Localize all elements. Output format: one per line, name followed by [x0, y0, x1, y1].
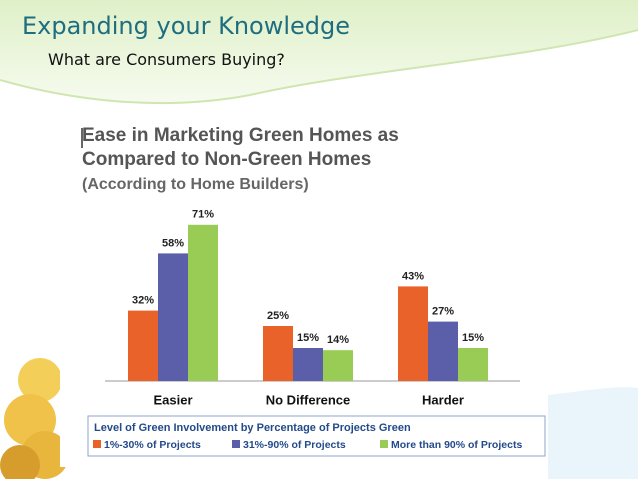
slide-title: Expanding your Knowledge [22, 12, 351, 40]
legend-box [87, 415, 546, 457]
chart-title: Ease in Marketing Green Homes as Compare… [82, 125, 399, 170]
flower [0, 358, 69, 479]
legend-swatch [93, 440, 101, 448]
bar [128, 310, 158, 381]
legend-label: 31%-90% of Projects [243, 439, 346, 451]
bar [263, 326, 293, 381]
value-label: 27% [432, 306, 454, 318]
plot: Easier 32% 58% 71% No Difference 25% 15% 14% Har… [93, 209, 522, 451]
legend-label: 1%-30% of Projects [104, 439, 201, 451]
value-label: 25% [267, 310, 289, 322]
legend-swatch [232, 440, 240, 448]
value-label: 71% [192, 209, 214, 221]
value-label: 58% [162, 237, 184, 249]
bar [158, 253, 188, 381]
bar [398, 286, 428, 381]
value-label: 15% [297, 332, 319, 344]
x-tick-label: Easier [153, 392, 192, 407]
value-label: 43% [402, 270, 424, 282]
header-line [0, 29, 638, 105]
bar [458, 348, 488, 381]
value-label: 14% [327, 334, 349, 346]
x-tick-label: Harder [422, 392, 464, 407]
corner-wash [548, 387, 638, 479]
header-wave [0, 0, 638, 104]
bar [323, 350, 353, 381]
bar [428, 321, 458, 381]
value-label: 15% [462, 332, 484, 344]
value-label: 32% [132, 295, 154, 307]
slide-subtitle: What are Consumers Buying? [48, 50, 285, 69]
bar [293, 348, 323, 381]
x-tick-label: No Difference [266, 392, 351, 407]
legend-swatch [380, 440, 388, 448]
bar [188, 224, 218, 381]
chart-subtitle: (According to Home Builders) [82, 176, 309, 193]
legend-title: Level of Green Involvement by Percentage… [94, 422, 411, 434]
legend-label: More than 90% of Projects [391, 439, 522, 451]
chart-panel [60, 105, 548, 467]
